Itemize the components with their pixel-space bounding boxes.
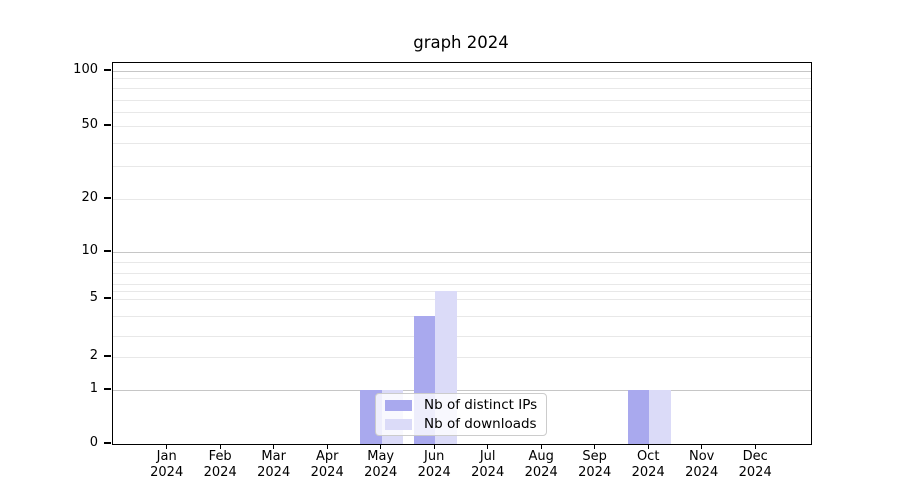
x-tick-label: Feb 2024	[184, 449, 256, 480]
x-tick-year: 2024	[685, 464, 719, 480]
x-tick-label: Dec 2024	[719, 449, 791, 480]
x-tick-label: Jan 2024	[131, 449, 203, 480]
x-tick-mark	[594, 444, 596, 449]
gridline-minor	[113, 166, 811, 167]
x-tick-year: 2024	[150, 464, 184, 480]
y-tick-mark	[104, 355, 111, 357]
x-tick-month: Jun	[424, 449, 445, 464]
legend-label: Nb of distinct IPs	[424, 397, 538, 413]
x-tick-mark	[273, 444, 275, 449]
gridline-minor	[113, 284, 811, 285]
y-tick-label: 10	[81, 243, 98, 258]
x-tick-month: Feb	[208, 449, 232, 464]
x-tick-mark	[166, 444, 168, 449]
x-tick-mark	[647, 444, 649, 449]
x-tick-year: 2024	[310, 464, 344, 480]
y-tick-label: 20	[81, 190, 98, 205]
x-tick-label: Jun 2024	[398, 449, 470, 480]
x-tick-label: Aug 2024	[505, 449, 577, 480]
x-tick-label: May 2024	[345, 449, 417, 480]
y-tick-mark	[104, 197, 111, 199]
y-tick-label: 50	[81, 117, 98, 132]
y-tick-mark	[104, 69, 111, 71]
x-tick-year: 2024	[578, 464, 612, 480]
legend: Nb of distinct IPs Nb of downloads	[375, 393, 547, 436]
y-tick-mark	[104, 442, 111, 444]
y-tick-mark	[104, 250, 111, 252]
legend-item: Nb of downloads	[385, 416, 546, 432]
y-tick-mark	[104, 124, 111, 126]
x-tick-label: Apr 2024	[291, 449, 363, 480]
x-tick-mark	[540, 444, 542, 449]
gridline-minor	[113, 291, 811, 292]
x-tick-month: Sep	[582, 449, 607, 464]
x-tick-year: 2024	[364, 464, 398, 480]
y-tick-label: 0	[89, 435, 98, 450]
x-tick-mark	[701, 444, 703, 449]
x-tick-year: 2024	[203, 464, 237, 480]
y-tick-label: 100	[73, 62, 98, 77]
gridline-minor	[113, 112, 811, 113]
x-tick-label: Mar 2024	[238, 449, 310, 480]
x-tick-year: 2024	[257, 464, 291, 480]
x-tick-month: Apr	[315, 449, 339, 464]
gridline-minor	[113, 357, 811, 358]
legend-swatch	[385, 418, 412, 430]
x-tick-month: May	[367, 449, 395, 464]
x-tick-year: 2024	[738, 464, 772, 480]
x-tick-year: 2024	[631, 464, 665, 480]
legend-item: Nb of distinct IPs	[385, 397, 546, 413]
x-tick-month: Jan	[156, 449, 177, 464]
gridline-major	[113, 390, 811, 391]
gridline-minor	[113, 143, 811, 144]
y-tick-mark	[104, 297, 111, 299]
x-tick-year: 2024	[417, 464, 451, 480]
y-tick-label: 1	[89, 381, 98, 396]
gridline-minor	[113, 299, 811, 300]
gridline-minor	[113, 88, 811, 89]
y-tick-label: 2	[89, 348, 98, 363]
x-tick-mark	[754, 444, 756, 449]
x-tick-year: 2024	[524, 464, 558, 480]
bar-downloads-oct	[649, 390, 671, 444]
gridline-minor	[113, 100, 811, 101]
legend-swatch	[385, 399, 412, 411]
x-tick-mark	[219, 444, 221, 449]
x-tick-label: Jul 2024	[452, 449, 524, 480]
x-tick-mark	[380, 444, 382, 449]
x-tick-month: Aug	[528, 449, 554, 464]
gridline-major	[113, 252, 811, 253]
x-tick-year: 2024	[471, 464, 505, 480]
x-tick-label: Oct 2024	[612, 449, 684, 480]
y-tick-label: 5	[89, 290, 98, 305]
gridline-minor	[113, 199, 811, 200]
x-tick-month: Oct	[636, 449, 660, 464]
plot-area: Nb of distinct IPs Nb of downloads	[112, 62, 812, 445]
y-tick-mark	[104, 388, 111, 390]
bar-distinct-ips-oct	[627, 390, 650, 444]
x-tick-month: Mar	[261, 449, 286, 464]
x-tick-month: Nov	[689, 449, 715, 464]
x-tick-mark	[487, 444, 489, 449]
gridline-minor	[113, 78, 811, 79]
x-tick-month: Jul	[479, 449, 496, 464]
gridline-major	[113, 71, 811, 72]
gridline-minor	[113, 273, 811, 274]
gridline-minor	[113, 126, 811, 127]
gridline-minor	[113, 336, 811, 337]
x-tick-mark	[326, 444, 328, 449]
x-tick-month: Dec	[742, 449, 768, 464]
chart-title: graph 2024	[413, 33, 509, 52]
gridline-minor	[113, 262, 811, 263]
x-tick-label: Sep 2024	[559, 449, 631, 480]
gridline-minor	[113, 316, 811, 317]
x-tick-label: Nov 2024	[666, 449, 738, 480]
x-tick-mark	[433, 444, 435, 449]
legend-label: Nb of downloads	[424, 416, 537, 432]
